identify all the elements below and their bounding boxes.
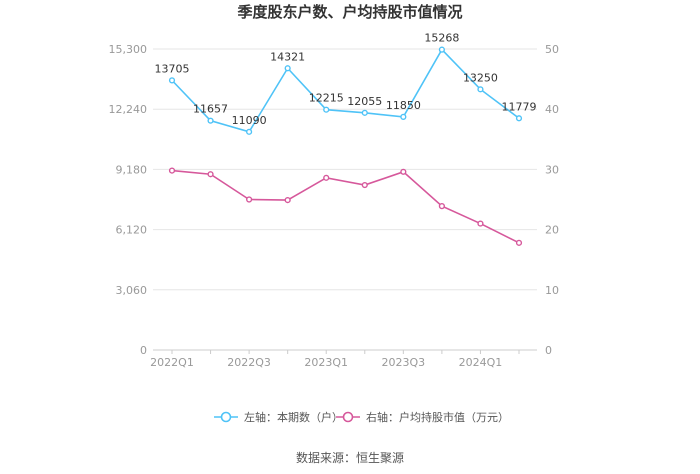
right-axis: 0 10 20 30 40 50 (545, 43, 559, 357)
data-point (515, 115, 523, 122)
series-line-2 (171, 169, 520, 244)
x-tick-label: 2023Q1 (304, 356, 348, 369)
data-label: 12215 (309, 92, 344, 105)
legend-marker-icon (342, 411, 354, 423)
data-point (323, 174, 330, 181)
data-label: 12055 (347, 95, 382, 108)
data-point (207, 117, 214, 124)
data-label: 14321 (270, 50, 305, 63)
data-point (284, 197, 291, 204)
data-point (515, 239, 523, 246)
left-tick-label: 12,240 (109, 103, 148, 116)
left-axis: 0 3,060 6,120 9,180 12,240 15,300 (109, 43, 148, 357)
series-line-1 (171, 48, 520, 133)
right-tick-label: 0 (545, 344, 552, 357)
data-label: 11090 (232, 114, 267, 127)
data-point (361, 109, 368, 116)
data-point (168, 77, 176, 84)
legend-label: 左轴：本期数（户） (244, 410, 343, 424)
data-label: 11850 (386, 99, 421, 112)
data-point (477, 86, 484, 93)
left-tick-label: 15,300 (109, 43, 148, 56)
x-tick-label: 2022Q3 (227, 356, 271, 369)
data-label: 11779 (502, 100, 537, 113)
data-label: 13705 (155, 62, 190, 75)
data-point (168, 167, 176, 174)
data-point (323, 106, 330, 113)
data-point (400, 168, 407, 175)
chart-title: 季度股东户数、户均持股市值情况 (237, 3, 462, 21)
data-point (246, 196, 253, 203)
left-tick-label: 9,180 (116, 163, 148, 176)
x-tick-label: 2024Q1 (459, 356, 503, 369)
left-tick-label: 3,060 (116, 284, 148, 297)
data-label: 13250 (463, 71, 498, 84)
legend[interactable]: 左轴：本期数（户） 右轴：户均持股市值（万元） (214, 410, 509, 424)
right-tick-label: 30 (545, 163, 559, 176)
data-point (400, 113, 407, 120)
data-label: 15268 (424, 32, 459, 45)
legend-marker-icon (220, 411, 232, 423)
data-point (284, 65, 291, 72)
grid (153, 48, 537, 351)
left-tick-label: 6,120 (116, 224, 148, 237)
source-note: 数据来源：恒生聚源 (296, 450, 404, 465)
right-tick-label: 10 (545, 284, 559, 297)
x-tick-label: 2023Q3 (382, 356, 426, 369)
data-point (438, 203, 445, 210)
right-tick-label: 20 (545, 224, 559, 237)
legend-label: 右轴：户均持股市值（万元） (366, 410, 509, 424)
data-point (361, 181, 368, 189)
right-tick-label: 50 (545, 43, 559, 56)
data-point (477, 220, 484, 227)
right-tick-label: 40 (545, 103, 559, 116)
data-point (207, 171, 214, 178)
data-point (438, 46, 445, 53)
x-tick-label: 2022Q1 (150, 356, 194, 369)
x-axis: 2022Q1 2022Q3 2023Q1 2023Q3 2024Q1 (150, 350, 520, 369)
series-group: 13705 11657 11090 14321 12215 12055 11850 15268… (155, 32, 537, 246)
data-point (246, 128, 253, 135)
data-label: 11657 (193, 103, 228, 116)
left-tick-label: 0 (140, 344, 147, 357)
